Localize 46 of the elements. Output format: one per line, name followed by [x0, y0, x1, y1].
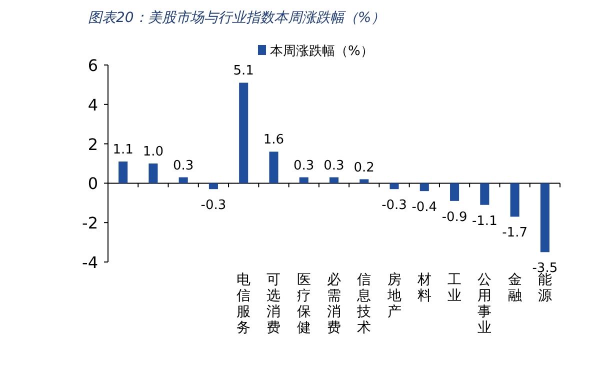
data-label: 1.1 [112, 142, 134, 158]
data-label: 1.6 [263, 132, 284, 148]
bar [269, 152, 278, 184]
legend-label: 本周涨跌幅（%） [270, 44, 374, 59]
bar [420, 183, 429, 192]
data-label: 0.2 [354, 160, 374, 176]
bar [299, 177, 308, 184]
bar [178, 177, 188, 184]
data-label: -1.7 [502, 226, 528, 241]
data-label: 0.3 [324, 158, 344, 174]
x-tick-label: 公用事业 [478, 272, 492, 336]
data-label: 1.0 [142, 144, 164, 160]
y-tick-label: 4 [88, 95, 98, 114]
bar [329, 177, 339, 184]
x-tick-label: 房地产 [386, 272, 402, 320]
bar [480, 183, 490, 205]
data-label: -0.3 [382, 198, 407, 214]
bar [540, 183, 550, 252]
y-tick-label: 0 [88, 174, 98, 194]
x-tick-label: 可选消费 [266, 272, 281, 336]
data-label: -0.4 [412, 200, 438, 216]
bar [118, 162, 128, 184]
chart-title: 图表20：美股市场与行业指数本周涨跌幅（%） [88, 10, 386, 26]
data-label: -1.1 [472, 214, 498, 229]
x-tick-label: 电信服务 [236, 272, 251, 336]
x-tick-label: 必需消费 [327, 272, 341, 336]
bar [148, 164, 158, 184]
bar [390, 183, 399, 190]
data-label: -0.9 [442, 210, 468, 225]
y-tick-label: 6 [88, 56, 98, 75]
data-label: 5.1 [233, 64, 254, 79]
y-tick-label: 2 [88, 134, 98, 154]
y-tick-label: -4 [82, 253, 98, 272]
x-tick-label: 金融 [508, 272, 522, 304]
data-label: -0.3 [200, 198, 226, 214]
y-tick-label: -2 [82, 214, 98, 233]
bar [239, 82, 248, 184]
bar [510, 183, 520, 217]
x-tick-label: 信息技术 [356, 272, 372, 336]
bar [450, 183, 460, 201]
data-label: 0.3 [294, 158, 314, 174]
x-tick-label: 材料 [416, 272, 432, 304]
x-tick-label: 工业 [448, 272, 462, 304]
bar [208, 183, 218, 190]
data-label: 0.3 [172, 158, 194, 174]
x-tick-label: 医疗保健 [296, 272, 311, 336]
